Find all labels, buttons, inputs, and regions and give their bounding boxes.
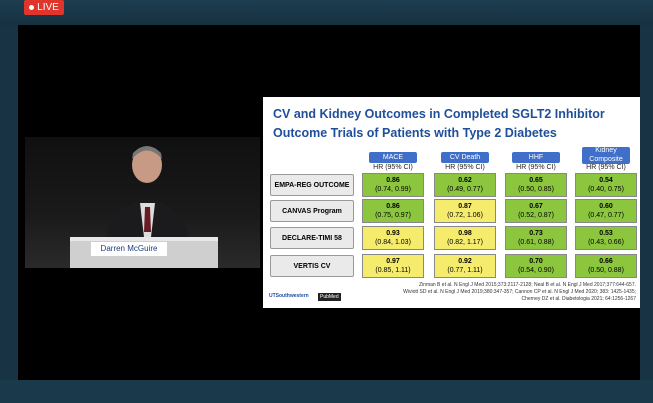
hazard-ratio: 0.60 bbox=[599, 203, 613, 210]
hazard-ratio: 0.66 bbox=[599, 258, 613, 265]
speaker-scene bbox=[70, 146, 218, 268]
hr-cell: 0.60 (0.47, 0.77) bbox=[575, 199, 637, 223]
confidence-interval: (0.85, 1.11) bbox=[375, 267, 411, 274]
confidence-interval: (0.43, 0.66) bbox=[588, 239, 624, 246]
confidence-interval: (0.50, 0.88) bbox=[588, 267, 624, 274]
column-subheader: HR (95% CI) bbox=[586, 164, 626, 171]
hazard-ratio: 0.97 bbox=[386, 258, 400, 265]
top-bar bbox=[0, 0, 653, 25]
hazard-ratio: 0.98 bbox=[458, 230, 472, 237]
column-subheader: HR (95% CI) bbox=[373, 164, 413, 171]
row-label: CANVAS Program bbox=[270, 200, 354, 222]
confidence-interval: (0.47, 0.77) bbox=[588, 212, 624, 219]
confidence-interval: (0.49, 0.77) bbox=[447, 186, 483, 193]
title-line: CV and Kidney Outcomes in Completed SGLT… bbox=[273, 107, 605, 121]
hr-cell: 0.70 (0.54, 0.90) bbox=[505, 254, 567, 278]
speaker-video: Darren McGuire bbox=[25, 137, 260, 268]
row-label: VERTIS CV bbox=[270, 255, 354, 277]
hazard-ratio: 0.62 bbox=[458, 177, 472, 184]
column-header: MACE bbox=[369, 152, 417, 163]
column-subheader: HR (95% CI) bbox=[445, 164, 485, 171]
row-label: DECLARE-TIMI 58 bbox=[270, 227, 354, 249]
hr-cell: 0.87 (0.72, 1.06) bbox=[434, 199, 496, 223]
hazard-ratio: 0.70 bbox=[529, 258, 543, 265]
hr-cell: 0.97 (0.85, 1.11) bbox=[362, 254, 424, 278]
hr-cell: 0.65 (0.50, 0.85) bbox=[505, 173, 567, 197]
reference: Zinman B et al. N Engl J Med 2015;373:21… bbox=[419, 282, 636, 288]
hr-cell: 0.86 (0.74, 0.99) bbox=[362, 173, 424, 197]
hazard-ratio: 0.53 bbox=[599, 230, 613, 237]
confidence-interval: (0.40, 0.75) bbox=[588, 186, 624, 193]
hazard-ratio: 0.73 bbox=[529, 230, 543, 237]
hr-cell: 0.66 (0.50, 0.88) bbox=[575, 254, 637, 278]
confidence-interval: (0.75, 0.97) bbox=[375, 212, 411, 219]
logo: PubMed bbox=[318, 293, 341, 301]
hazard-ratio: 0.86 bbox=[386, 177, 400, 184]
hazard-ratio: 0.67 bbox=[529, 203, 543, 210]
slide-title: CV and Kidney Outcomes in Completed SGLT… bbox=[273, 105, 633, 143]
confidence-interval: (0.54, 0.90) bbox=[518, 267, 554, 274]
hr-cell: 0.98 (0.82, 1.17) bbox=[434, 226, 496, 250]
title-line: Outcome Trials of Patients with Type 2 D… bbox=[273, 126, 557, 140]
hazard-ratio: 0.65 bbox=[529, 177, 543, 184]
hr-cell: 0.93 (0.84, 1.03) bbox=[362, 226, 424, 250]
hr-cell: 0.92 (0.77, 1.11) bbox=[434, 254, 496, 278]
hr-cell: 0.67 (0.52, 0.87) bbox=[505, 199, 567, 223]
confidence-interval: (0.84, 1.03) bbox=[375, 239, 411, 246]
confidence-interval: (0.52, 0.87) bbox=[518, 212, 554, 219]
live-badge: LIVE bbox=[24, 0, 64, 15]
confidence-interval: (0.72, 1.06) bbox=[447, 212, 483, 219]
hazard-ratio: 0.93 bbox=[386, 230, 400, 237]
column-subheader: HR (95% CI) bbox=[516, 164, 556, 171]
reference: Cherney DZ et al. Diabetologia 2021; 64:… bbox=[521, 296, 636, 302]
hr-cell: 0.53 (0.43, 0.66) bbox=[575, 226, 637, 250]
hazard-ratio: 0.54 bbox=[599, 177, 613, 184]
hr-cell: 0.86 (0.75, 0.97) bbox=[362, 199, 424, 223]
confidence-interval: (0.50, 0.85) bbox=[518, 186, 554, 193]
speaker-name: Darren McGuire bbox=[91, 242, 167, 256]
hazard-ratio: 0.92 bbox=[458, 258, 472, 265]
hr-cell: 0.54 (0.40, 0.75) bbox=[575, 173, 637, 197]
hr-cell: 0.62 (0.49, 0.77) bbox=[434, 173, 496, 197]
confidence-interval: (0.74, 0.99) bbox=[375, 186, 411, 193]
confidence-interval: (0.82, 1.17) bbox=[447, 239, 483, 246]
hr-cell: 0.73 (0.61, 0.88) bbox=[505, 226, 567, 250]
confidence-interval: (0.61, 0.88) bbox=[518, 239, 554, 246]
column-header: CV Death bbox=[441, 152, 489, 163]
confidence-interval: (0.77, 1.11) bbox=[447, 267, 483, 274]
hazard-ratio: 0.86 bbox=[386, 203, 400, 210]
bottom-bar bbox=[0, 380, 653, 403]
slide: CV and Kidney Outcomes in Completed SGLT… bbox=[263, 97, 640, 308]
hazard-ratio: 0.87 bbox=[458, 203, 472, 210]
reference: Wiviott SD et al. N Engl J Med 2019;380:… bbox=[403, 289, 636, 295]
logo: UTSouthwestern bbox=[269, 293, 309, 299]
row-label: EMPA-REG OUTCOME bbox=[270, 174, 354, 196]
column-header: HHF bbox=[512, 152, 560, 163]
column-header: Kidney Composite bbox=[582, 147, 630, 164]
